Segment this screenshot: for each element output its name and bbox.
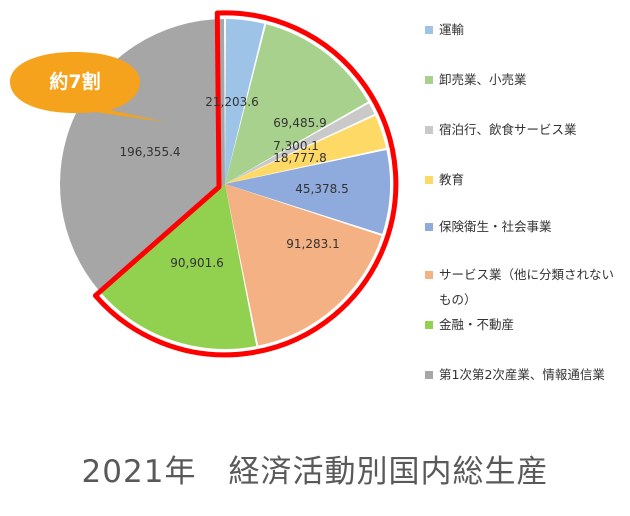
pie-slice	[100, 184, 257, 349]
legend-swatch	[425, 223, 433, 231]
slice-value-label: 69,485.9	[273, 116, 326, 130]
legend-label: 金融・不動産	[439, 317, 515, 332]
legend-item: 第1次第2次産業、情報通信業	[425, 362, 624, 387]
legend-label: 第1次第2次産業、情報通信業	[439, 367, 605, 382]
pie-slice	[225, 103, 375, 184]
slice-value-label: 90,901.6	[170, 256, 223, 270]
legend-swatch	[425, 371, 433, 379]
legend-swatch	[425, 321, 433, 329]
pie-slice	[225, 149, 390, 234]
legend-item: 宿泊行、飲食サービス業	[425, 117, 624, 142]
pie-slice	[225, 24, 368, 185]
legend-label: 教育	[439, 172, 465, 187]
legend-label: 卸売業、小売業	[439, 72, 527, 87]
pie-slice	[225, 184, 382, 346]
legend-item: 保険衛生・社会事業	[425, 214, 624, 239]
legend-item: 金融・不動産	[425, 312, 624, 337]
highlight-outline	[92, 10, 399, 358]
legend-swatch	[425, 76, 433, 84]
legend-swatch	[425, 26, 433, 34]
slice-value-label: 45,378.5	[295, 182, 348, 196]
slice-value-label: 21,203.6	[205, 95, 258, 109]
callout-bubble: 約7割	[10, 52, 165, 122]
pie-slice	[225, 115, 387, 184]
slice-value-label: 91,283.1	[286, 237, 339, 251]
slice-value-label: 196,355.4	[119, 145, 180, 159]
callout-shape	[10, 52, 165, 122]
legend-swatch	[425, 126, 433, 134]
callout-text: 約7割	[49, 70, 100, 93]
legend-swatch	[425, 271, 433, 279]
legend-label: サービス業（他に分類されないもの）	[439, 267, 615, 307]
legend-label: 保険衛生・社会事業	[439, 219, 552, 234]
legend-item: 卸売業、小売業	[425, 67, 624, 92]
legend-item: 運輸	[425, 17, 624, 42]
legend-item: 教育	[425, 167, 624, 192]
slice-value-label: 18,777.8	[273, 151, 326, 165]
legend-swatch	[425, 176, 433, 184]
slice-labels: 21,203.6 69,485.9 7,300.118,777.8 45,378.5 9…	[119, 95, 348, 270]
chart-title: 2021年 経済活動別国内総生産	[81, 454, 549, 490]
legend-label: 宿泊行、飲食サービス業	[439, 122, 577, 137]
legend-item: サービス業（他に分類されないもの）	[425, 262, 624, 312]
legend-label: 運輸	[439, 22, 465, 37]
slice-value-label: 7,300.1	[273, 139, 319, 153]
pie-slice	[225, 19, 265, 184]
